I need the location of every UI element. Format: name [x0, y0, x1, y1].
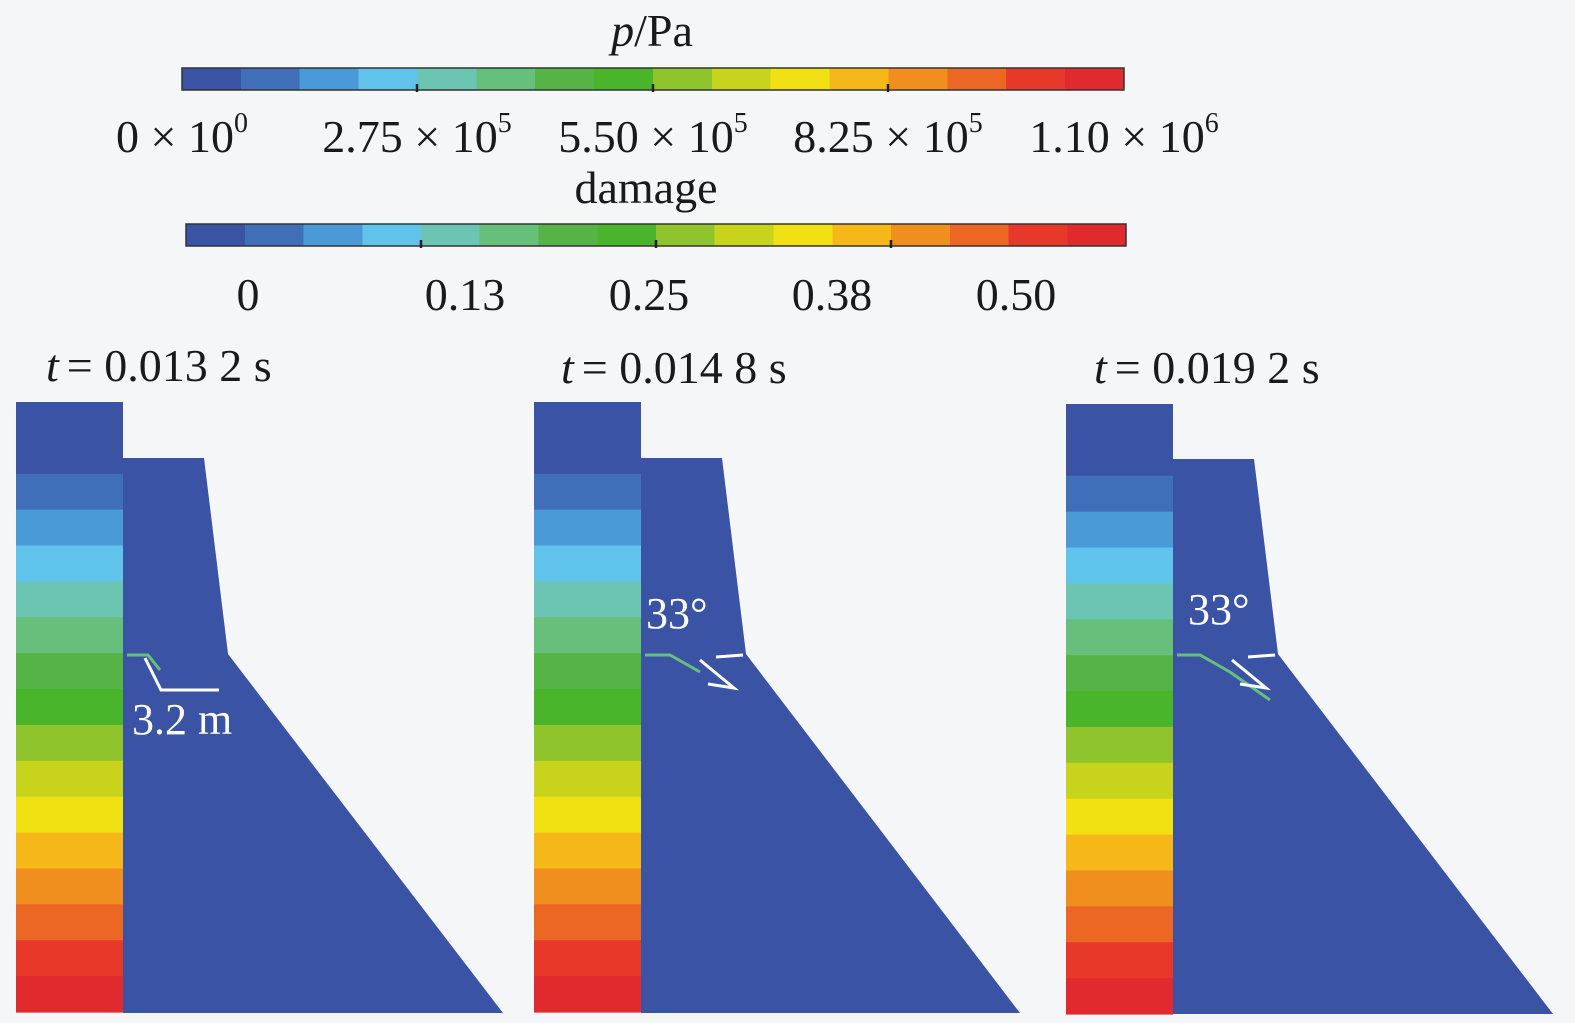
pressure-band — [16, 796, 123, 834]
pressure-band — [534, 689, 641, 726]
water-pressure-column — [1066, 404, 1173, 1015]
pressure-band — [16, 617, 123, 654]
pressure-symbol: p — [608, 5, 634, 56]
pressure-band — [1066, 547, 1173, 585]
pressure-band — [1066, 942, 1173, 979]
pressure-band — [534, 581, 641, 618]
crack-path — [127, 653, 162, 671]
damage-tick-label: 0.25 — [609, 269, 690, 320]
damage-colorbar: damage 0 0.13 0.25 0.38 0.50 — [185, 162, 1127, 320]
panel-t-0148: t = 0.014 8 s 33° — [534, 342, 1020, 1013]
pressure-band — [1066, 726, 1173, 764]
pressure-band — [16, 868, 123, 905]
pressure-band — [1066, 511, 1173, 549]
damage-tick-label: 0.50 — [976, 269, 1057, 320]
water-pressure-column — [534, 402, 641, 1013]
pressure-band — [534, 509, 641, 547]
pressure-band — [1066, 762, 1173, 800]
pressure-band — [1066, 404, 1173, 441]
pressure-band — [1066, 619, 1173, 656]
pressure-band — [16, 904, 123, 941]
pressure-band — [1066, 583, 1173, 620]
pressure-band — [534, 940, 641, 977]
pressure-tick-label: 2.75 × 105 — [322, 108, 511, 162]
pressure-band — [534, 402, 641, 439]
water-pressure-column — [16, 402, 123, 1013]
dam-body — [123, 458, 503, 1013]
panel-time-label: t = 0.019 2 s — [1094, 342, 1320, 393]
pressure-band — [534, 868, 641, 905]
dam-body — [641, 458, 1020, 1013]
pressure-band — [16, 509, 123, 547]
panel-t-0132: t = 0.013 2 s 3.2 m — [16, 340, 503, 1013]
pressure-band — [16, 724, 123, 762]
dam-body — [1173, 459, 1553, 1014]
pressure-band — [16, 976, 123, 1013]
pressure-colorbar-title: p/Pa — [608, 5, 693, 56]
pressure-band — [1066, 475, 1173, 513]
pressure-band — [534, 796, 641, 834]
pressure-band — [1066, 691, 1173, 728]
pressure-band — [534, 760, 641, 798]
pressure-band — [534, 545, 641, 583]
crack-angle-marker — [1231, 653, 1276, 691]
pressure-band — [16, 940, 123, 977]
damage-tick-label: 0 — [237, 269, 260, 320]
pressure-band — [534, 724, 641, 762]
pressure-band — [16, 545, 123, 583]
damage-colorbar-title: damage — [574, 162, 717, 213]
pressure-band — [1066, 978, 1173, 1015]
pressure-tick-label: 1.10 × 106 — [1029, 108, 1218, 162]
pressure-band — [1066, 655, 1173, 692]
crack-angle-label: 33° — [1188, 585, 1250, 634]
pressure-band — [1066, 834, 1173, 872]
crack-angle-marker — [699, 653, 744, 691]
pressure-unit: /Pa — [634, 5, 693, 56]
pressure-band — [534, 653, 641, 690]
pressure-band — [1066, 798, 1173, 836]
pressure-band — [1066, 439, 1173, 477]
pressure-tick-label: 0 × 100 — [116, 108, 248, 162]
crack-length-marker — [143, 657, 219, 692]
crack-angle-label: 33° — [646, 589, 708, 638]
pressure-band — [16, 689, 123, 726]
damage-tick-label: 0.38 — [792, 269, 873, 320]
pressure-colorbar: p/Pa 0 × 100 2.75 × 105 5.50 × 105 8.25 … — [116, 5, 1219, 162]
damage-tick-label: 0.13 — [425, 269, 506, 320]
pressure-band — [534, 617, 641, 654]
pressure-band — [534, 437, 641, 475]
pressure-band — [16, 653, 123, 690]
panel-t-0192: t = 0.019 2 s 33° — [1066, 342, 1553, 1015]
pressure-band — [1066, 906, 1173, 943]
pressure-band — [16, 832, 123, 870]
pressure-band — [16, 402, 123, 439]
pressure-tick-label: 5.50 × 105 — [558, 108, 747, 162]
pressure-tick-label: 8.25 × 105 — [793, 108, 982, 162]
pressure-band — [534, 976, 641, 1013]
crack-length-label: 3.2 m — [132, 695, 232, 744]
panel-time-label: t = 0.014 8 s — [561, 342, 787, 393]
pressure-band — [534, 473, 641, 511]
pressure-band — [16, 473, 123, 511]
pressure-band — [534, 832, 641, 870]
pressure-band — [16, 760, 123, 798]
pressure-band — [16, 437, 123, 475]
pressure-band — [534, 904, 641, 941]
pressure-band — [1066, 870, 1173, 907]
pressure-band — [16, 581, 123, 618]
crack-path — [645, 653, 701, 674]
panel-time-label: t = 0.013 2 s — [46, 340, 272, 391]
